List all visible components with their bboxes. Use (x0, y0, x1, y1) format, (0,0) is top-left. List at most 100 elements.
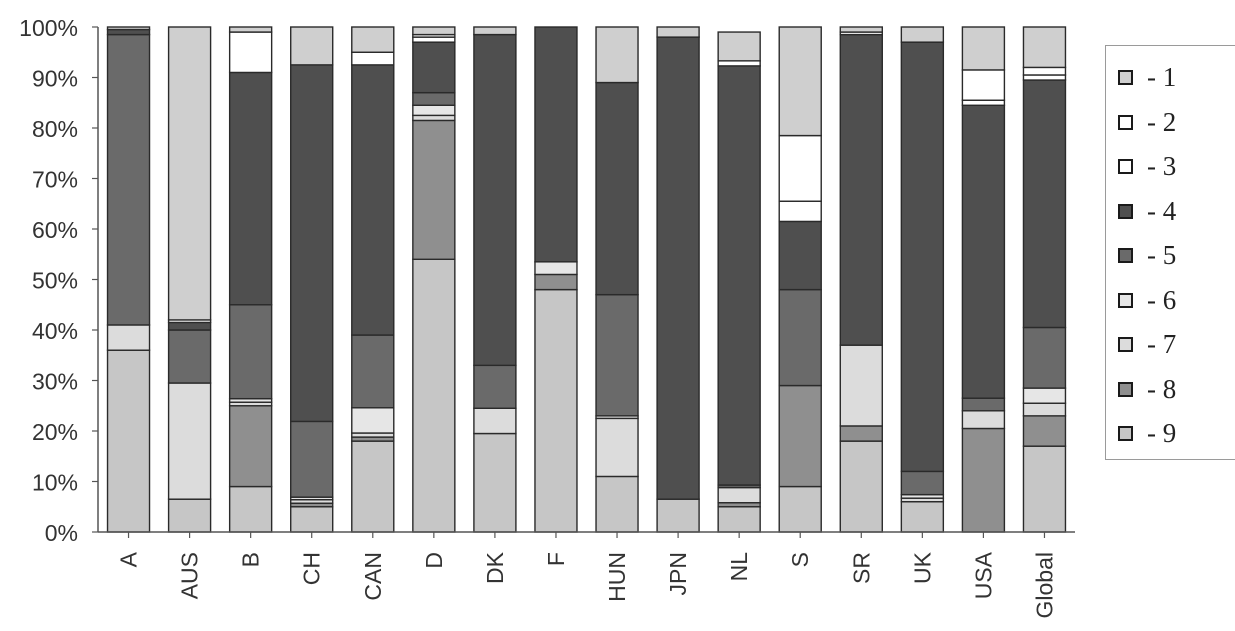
legend-swatch-8 (1118, 381, 1133, 397)
x-tick-label-f: F (543, 552, 569, 566)
bar-segment-nl-1 (717, 31, 761, 62)
bar-segment-global-1 (1022, 26, 1067, 69)
bar-segment-ch-5 (290, 420, 334, 498)
legend-item-8: - 8 (1118, 374, 1176, 404)
bar-segment-can-4 (351, 64, 395, 336)
x-tick-label-aus: AUS (177, 552, 203, 599)
legend-label-1: - 1 (1147, 61, 1177, 92)
bar-segment-ch-1 (290, 26, 334, 66)
x-tick-label-a: A (116, 551, 142, 567)
bar-segment-hun-5 (595, 293, 639, 417)
bar-segment-global-9 (1022, 445, 1067, 533)
bar-segment-nl-7 (717, 486, 761, 504)
bar-segment-global-6 (1022, 387, 1067, 404)
bar-segment-b-2 (228, 31, 273, 74)
bar-segment-aus-9 (167, 498, 212, 533)
legend-item-9: - 9 (1118, 418, 1176, 448)
bar-segment-hun-7 (595, 417, 639, 478)
legend-swatch-3 (1118, 158, 1133, 174)
bar-segment-nl-4 (717, 65, 761, 486)
y-tick-label: 90% (32, 66, 78, 92)
bar-segment-hun-1 (595, 26, 639, 84)
legend-item-4: - 4 (1118, 196, 1176, 226)
bar-segment-global-7 (1022, 402, 1067, 417)
bar-segment-can-9 (351, 440, 395, 533)
y-tick-label: 0% (45, 520, 78, 546)
bar-segment-b-4 (228, 71, 273, 306)
legend-item-2: - 2 (1118, 107, 1176, 137)
y-axis: 0% 10% 20% 30% 40% 50% 60% 70% 80% 90% 100% (19, 15, 99, 546)
bar-segment-can-6 (351, 407, 395, 434)
bar-segment-d-9 (412, 258, 456, 533)
bar-segment-ch-4 (290, 64, 334, 423)
bar-segment-d-4 (412, 41, 456, 94)
bar-segment-s-2 (778, 134, 822, 202)
bar-segment-d-5 (412, 91, 456, 106)
legend-swatch-7 (1118, 336, 1133, 352)
y-tick-label: 20% (32, 419, 78, 445)
legend: - 1 - 2 - 3 - 4 - 5 - 6 - 7 - 8 - 9 (1105, 45, 1235, 460)
legend-swatch-6 (1118, 292, 1133, 308)
bar-segment-sr-4 (839, 33, 883, 346)
bar-segment-aus-7 (167, 382, 212, 500)
x-tick-label-d: D (421, 552, 447, 569)
legend-label-2: - 2 (1147, 106, 1177, 137)
bar-segment-global-8 (1022, 415, 1067, 447)
bar-segment-d-1 (412, 26, 456, 36)
bar-segment-dk-1 (473, 26, 517, 36)
bar-segment-can-2 (351, 51, 395, 66)
bar-segment-dk-7 (473, 407, 517, 435)
bar-segment-uk-4 (900, 41, 945, 473)
bar-segment-s-8 (778, 384, 822, 488)
bar-segment-d-8 (412, 119, 456, 261)
x-tick-label-b: B (238, 552, 264, 567)
y-tick-label: 100% (19, 15, 78, 41)
x-tick-label-ch: CH (299, 552, 325, 585)
bar-segment-sr-9 (839, 440, 883, 533)
x-tick-label-s: S (787, 552, 813, 567)
y-tick-label: 10% (32, 470, 78, 496)
bar-segment-global-5 (1022, 326, 1067, 389)
y-tick-label: 60% (32, 217, 78, 243)
bar-segment-dk-9 (473, 432, 517, 533)
bar-segment-uk-1 (900, 26, 945, 43)
bar-segment-usa-7 (961, 410, 1006, 430)
bar-segment-dk-5 (473, 364, 517, 409)
bar-segment-b-5 (228, 304, 273, 400)
bar-segment-s-1 (778, 26, 822, 137)
legend-label-6: - 6 (1147, 284, 1177, 315)
bar-segment-a-4 (106, 28, 151, 36)
bar-segment-s-5 (778, 288, 822, 387)
legend-label-4: - 4 (1147, 195, 1177, 226)
legend-item-7: - 7 (1118, 329, 1176, 359)
bar-segment-global-2 (1022, 66, 1067, 76)
bar-segment-s-9 (778, 485, 822, 533)
bar-segment-can-1 (351, 26, 395, 53)
bar-segment-sr-7 (839, 344, 883, 427)
bar-segment-global-4 (1022, 79, 1067, 329)
legend-swatch-5 (1118, 247, 1133, 263)
bar-segment-uk-5 (900, 470, 945, 496)
legend-swatch-4 (1118, 203, 1133, 219)
bar-segment-aus-4 (167, 321, 212, 331)
bar-segment-s-3 (778, 200, 822, 223)
x-tick-label-usa: USA (970, 551, 996, 599)
bar-segment-nl-3 (717, 60, 761, 67)
x-tick-label-global: Global (1031, 552, 1057, 618)
bar-segment-b-8 (228, 405, 273, 488)
bar-segment-jpn-9 (656, 498, 700, 533)
x-tick-label-hun: HUN (604, 552, 630, 602)
bar-segment-usa-1 (961, 26, 1006, 71)
bar-segment-usa-2 (961, 69, 1006, 101)
x-tick-label-can: CAN (360, 552, 386, 601)
bar-segment-a-5 (106, 33, 151, 326)
bar-segment-d-3 (412, 36, 456, 43)
x-axis: A AUS B CH CAN D DK F HUN JPN NL S SR UK USA Global (98, 531, 1075, 618)
bar-segment-usa-5 (961, 397, 1006, 412)
y-tick-label: 30% (32, 369, 78, 395)
legend-swatch-9 (1118, 425, 1133, 441)
bar-segment-sr-1 (839, 26, 883, 33)
y-tick-label: 70% (32, 167, 78, 193)
bar-segment-f-6 (534, 261, 578, 276)
